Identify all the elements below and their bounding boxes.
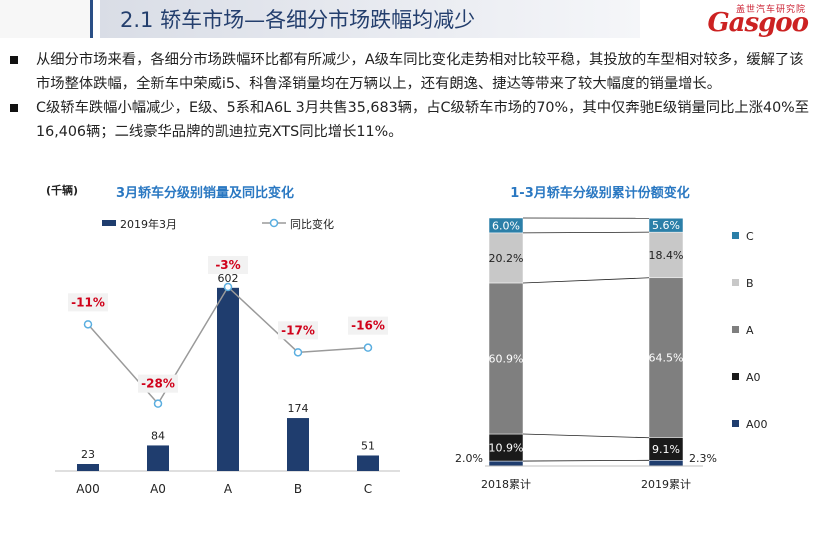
share-label: 2.3% (689, 452, 717, 465)
share-label: 10.9% (489, 442, 524, 455)
x-tick-label: A (224, 482, 233, 496)
legend-swatch (732, 373, 739, 380)
monthly-sales-chart: (千辆) 3月轿车分级别销量及同比变化 2019年3月 同比变化 23 A00 84… (46, 183, 400, 496)
connector-line (522, 231, 650, 234)
yoy-label: -17% (281, 323, 315, 337)
share-label: 60.9% (489, 352, 524, 365)
legend-label: B (746, 277, 754, 290)
share-label: 5.6% (652, 219, 680, 232)
yoy-label: -3% (215, 258, 240, 272)
legend-line-marker (269, 218, 279, 228)
stack-segment-B (648, 231, 684, 279)
legend-swatch (732, 326, 739, 333)
header-band (100, 0, 640, 38)
bar-C (357, 455, 379, 471)
stack-segment-C (648, 217, 684, 233)
share-label: 64.5% (649, 352, 684, 365)
header: 2.1 轿车市场—各细分市场跌幅均减少 盖世汽车研究院 Gasgoo (0, 0, 820, 38)
bar-A00 (77, 464, 99, 471)
x-tick-label: 2018累计 (481, 478, 531, 491)
yoy-label-bg (68, 293, 108, 312)
legend-line-label: 同比变化 (290, 217, 334, 231)
bar-value-label: 602 (218, 272, 239, 285)
legend-bar-label: 2019年3月 (120, 217, 177, 231)
stack-segment-A0 (488, 433, 524, 462)
bar-value-label: 84 (151, 429, 165, 442)
bar-A0 (147, 445, 169, 471)
stack-segment-A00 (488, 460, 524, 467)
header-accent-bar (0, 0, 93, 38)
bar-B (287, 418, 309, 471)
legend-label: A0 (746, 371, 761, 384)
stack-segment-A00 (648, 460, 684, 467)
share-label: 20.2% (489, 252, 524, 265)
share-label: 9.1% (652, 443, 680, 456)
bullet-square-icon (10, 56, 18, 64)
legend-swatch (732, 279, 739, 286)
stack-segment-A (648, 277, 684, 438)
yoy-label: -16% (351, 319, 385, 333)
legend-swatch (732, 232, 739, 239)
bullet-item: C级轿车跌幅小幅减少，E级、5系和A6L 3月共售35,683辆，占C级轿车市场… (8, 96, 812, 144)
bar-A (217, 287, 239, 471)
connector-line (522, 433, 650, 439)
stack-segment-B (488, 232, 524, 284)
x-tick-label: 2019累计 (641, 478, 691, 491)
yoy-label-bg (138, 374, 178, 393)
legend-label: A00 (746, 418, 768, 431)
x-tick-label: B (294, 482, 302, 496)
bar-value-label: 23 (81, 448, 95, 461)
share-change-chart: 1-3月轿车分级别累计份额变化 2.0% 10.9% 60.9% 20.2% 6.0% 2… (455, 185, 768, 491)
share-label: 6.0% (492, 219, 520, 232)
yoy-label-bg (348, 316, 388, 335)
legend-label: A (746, 324, 754, 337)
legend-swatch (732, 420, 739, 427)
yoy-point (83, 320, 93, 329)
chart1-title: 3月轿车分级别销量及同比变化 (116, 185, 294, 201)
x-tick-label: A0 (150, 482, 166, 496)
yoy-label: -11% (71, 295, 105, 309)
chart1-unit: (千辆) (46, 183, 78, 197)
bar-value-label: 51 (361, 439, 375, 452)
yoy-label-bg (208, 256, 248, 274)
connector-line (522, 459, 650, 462)
legend-bar-swatch (102, 220, 116, 226)
yoy-point (153, 399, 163, 408)
bullet-square-icon (10, 104, 18, 112)
bar-value-label: 174 (288, 402, 309, 415)
bullet-item: 从细分市场来看，各细分市场跌幅环比都有所减少，A级车同比变化走势相对比较平稳，其… (8, 48, 812, 96)
yoy-point (293, 348, 303, 357)
logo-subtitle: 盖世汽车研究院 (735, 5, 806, 15)
stack-segment-C (488, 217, 524, 234)
stack-segment-A (488, 282, 524, 435)
bullet-list: 从细分市场来看，各细分市场跌幅环比都有所减少，A级车同比变化走势相对比较平稳，其… (8, 48, 812, 144)
bullet-text: 从细分市场来看，各细分市场跌幅环比都有所减少，A级车同比变化走势相对比较平稳，其… (36, 52, 804, 92)
bullet-text: C级轿车跌幅小幅减少，E级、5系和A6L 3月共售35,683辆，占C级轿车市场… (36, 100, 810, 140)
page-title: 2.1 轿车市场—各细分市场跌幅均减少 (120, 8, 476, 32)
logo: Gasgoo (707, 8, 809, 38)
share-label: 2.0% (455, 452, 483, 465)
share-label: 18.4% (649, 249, 684, 262)
yoy-point (363, 343, 373, 352)
yoy-label-bg (278, 321, 318, 340)
x-tick-label: A00 (76, 482, 99, 496)
legend-label: C (746, 230, 754, 243)
connector-line (522, 277, 650, 284)
yoy-label: -28% (141, 377, 175, 391)
chart2-title: 1-3月轿车分级别累计份额变化 (510, 185, 690, 201)
yoy-point (223, 282, 233, 292)
x-tick-label: C (364, 482, 372, 496)
